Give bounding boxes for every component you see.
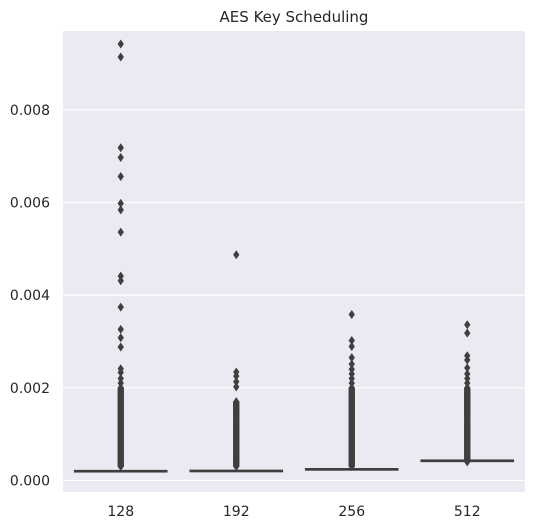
box-group-128 [73, 39, 168, 473]
outlier-point [348, 369, 355, 379]
outlier-point [117, 276, 124, 286]
outlier-point [233, 382, 240, 392]
x-tick-label: 512 [454, 504, 481, 520]
outlier-point [117, 198, 124, 208]
outlier-point [117, 171, 124, 181]
outlier-point [464, 457, 471, 467]
y-axis-ticks: 0.000 0.002 0.004 0.006 0.008 [10, 103, 50, 490]
outlier-band [233, 401, 240, 467]
x-tick-label: 128 [107, 504, 134, 520]
y-tick-label: 0.004 [10, 288, 50, 304]
outlier-point [117, 271, 124, 281]
outlier-point [464, 363, 471, 373]
box-group-192 [189, 250, 284, 473]
outlier-band [117, 387, 124, 467]
outlier-point [348, 359, 355, 369]
outlier-point [117, 373, 124, 383]
outlier-point [233, 371, 240, 381]
outlier-point [348, 342, 355, 352]
outlier-point [117, 302, 124, 312]
grid-lines [63, 109, 525, 482]
y-tick-label: 0.002 [10, 381, 50, 397]
x-tick-label: 256 [338, 504, 365, 520]
outlier-point [117, 324, 124, 334]
outlier-point [117, 52, 124, 62]
outlier-point [117, 205, 124, 215]
outlier-point [348, 378, 355, 388]
outlier-band [348, 387, 355, 467]
outlier-point [117, 143, 124, 153]
plot-area [63, 31, 525, 492]
outlier-point [348, 373, 355, 383]
outlier-point [464, 328, 471, 338]
outlier-point [117, 367, 124, 377]
boxes [73, 39, 515, 473]
outlier-point [117, 333, 124, 343]
chart-title: AES Key Scheduling [220, 8, 369, 26]
y-tick-label: 0.006 [10, 195, 50, 211]
x-tick-label: 192 [223, 504, 250, 520]
box-group-256 [304, 310, 399, 472]
outlier-point [117, 227, 124, 237]
outlier-band [464, 387, 471, 460]
outlier-point [348, 310, 355, 320]
outlier-point [348, 364, 355, 374]
outlier-point [348, 335, 355, 345]
outlier-point [233, 377, 240, 387]
outlier-point [117, 378, 124, 388]
outlier-point [464, 378, 471, 388]
outlier-point [464, 373, 471, 383]
outlier-point [464, 320, 471, 330]
outlier-point [464, 355, 471, 365]
outlier-point [464, 369, 471, 379]
outlier-point [117, 152, 124, 162]
box-group-512 [420, 320, 515, 467]
y-tick-label: 0.008 [10, 103, 50, 119]
outlier-point [117, 342, 124, 352]
y-tick-label: 0.000 [10, 473, 50, 489]
outlier-point [117, 39, 124, 49]
outlier-point [233, 250, 240, 260]
x-axis-ticks: 128 192 256 512 [107, 504, 480, 520]
outlier-point [348, 353, 355, 363]
